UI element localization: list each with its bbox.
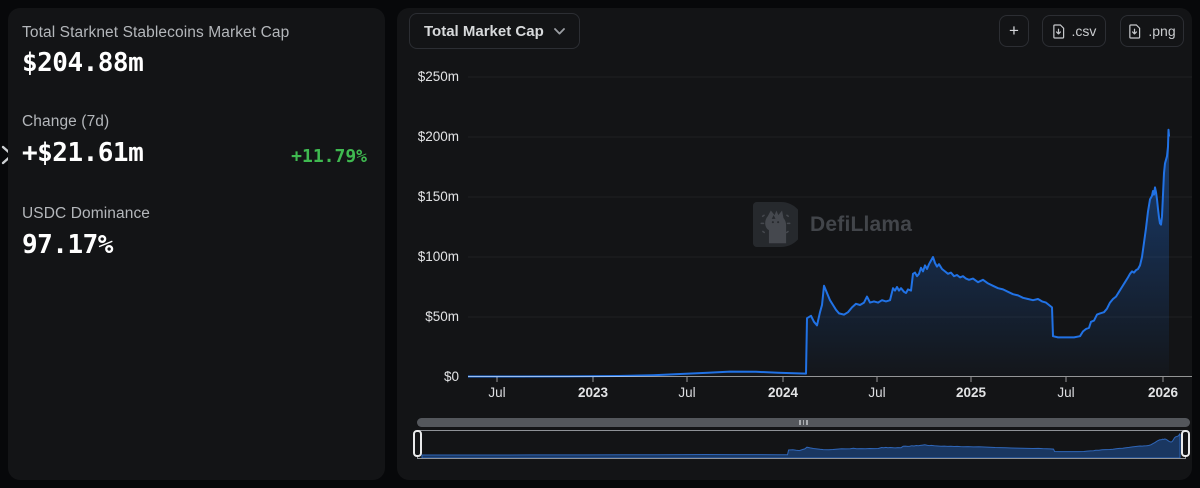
chart-panel: Total Market Cap + .csv .png xyxy=(397,8,1192,480)
total-market-cap-value: $204.88m xyxy=(22,48,144,78)
y-axis-tick-label: $150m xyxy=(417,189,459,204)
market-cap-area-chart[interactable] xyxy=(468,60,1192,384)
watermark-text: DefiLlama xyxy=(810,212,913,236)
download-csv-button[interactable]: .csv xyxy=(1042,15,1106,47)
y-axis-tick-label: $0 xyxy=(443,369,459,384)
change-7d-percent-badge: +11.79% xyxy=(291,146,367,167)
y-axis-tick-label: $100m xyxy=(417,249,459,264)
scrollbar-grip-icon xyxy=(799,420,801,425)
x-axis-ticks xyxy=(496,377,1164,382)
y-axis-tick-label: $50m xyxy=(425,309,459,324)
metric-selector-label: Total Market Cap xyxy=(424,22,544,40)
file-download-icon xyxy=(1129,23,1141,39)
x-axis-tick-label: 2025 xyxy=(955,385,987,400)
change-7d-label: Change (7d) xyxy=(22,113,110,130)
file-download-icon xyxy=(1052,23,1064,39)
brush-handle-left[interactable] xyxy=(413,430,422,457)
brush-selection-frame xyxy=(417,430,1186,459)
metric-selector-dropdown[interactable]: Total Market Cap xyxy=(409,13,580,49)
chart-area-fill xyxy=(468,129,1169,377)
add-chart-button[interactable]: + xyxy=(999,15,1029,47)
png-button-label: .png xyxy=(1148,23,1176,39)
change-7d-value: +$21.61m xyxy=(22,138,144,168)
x-axis-tick-label: Jul xyxy=(678,385,696,400)
total-market-cap-label: Total Starknet Stablecoins Market Cap xyxy=(22,24,290,41)
x-axis-tick-label: 2026 xyxy=(1147,385,1179,400)
x-axis-tick-label: 2023 xyxy=(577,385,609,400)
chart-line xyxy=(468,128,1170,378)
brush-handle-right[interactable] xyxy=(1181,430,1190,457)
y-axis-tick-label: $200m xyxy=(417,129,459,144)
x-axis-tick-label: Jul xyxy=(1057,385,1075,400)
csv-button-label: .csv xyxy=(1071,23,1097,39)
scrollbar-grip-icon xyxy=(806,420,808,425)
defillama-watermark: DefiLlama xyxy=(753,202,912,247)
chart-zoom-scrollbar-track[interactable] xyxy=(417,418,1190,427)
x-axis-tick-label: 2024 xyxy=(767,385,799,400)
usdc-dominance-value: 97.17% xyxy=(22,230,113,260)
chevron-down-icon xyxy=(553,27,565,34)
defillama-logo-icon xyxy=(753,202,798,247)
stats-panel: Total Starknet Stablecoins Market Cap $2… xyxy=(8,8,385,480)
chart-zoom-scrollbar-thumb[interactable] xyxy=(417,418,1190,427)
download-png-button[interactable]: .png xyxy=(1120,15,1184,47)
x-axis-tick-label: Jul xyxy=(488,385,506,400)
usdc-dominance-label: USDC Dominance xyxy=(22,205,151,222)
scrollbar-grip-icon xyxy=(802,420,805,425)
x-axis-tick-label: Jul xyxy=(868,385,886,400)
time-range-brush[interactable] xyxy=(413,430,1190,459)
brush-mini-chart xyxy=(421,433,1181,458)
chart-gridlines xyxy=(468,76,1192,318)
y-axis-tick-label: $250m xyxy=(417,69,459,84)
plus-icon: + xyxy=(1009,21,1019,40)
